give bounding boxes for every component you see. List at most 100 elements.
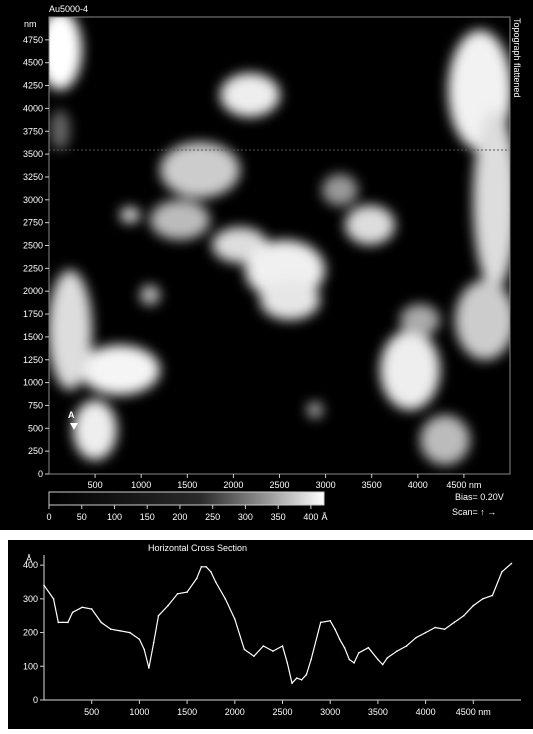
profile-points xyxy=(43,562,513,684)
topograph-feature xyxy=(160,142,240,198)
colorbar xyxy=(48,491,325,506)
profile-data-point xyxy=(200,566,203,568)
profile-data-point xyxy=(176,592,179,595)
profile-data-point xyxy=(334,628,336,630)
profile-data-point xyxy=(253,655,255,657)
profile-data-point xyxy=(381,663,384,666)
topograph-feature xyxy=(80,345,160,395)
profile-data-point xyxy=(205,566,207,568)
profile-data-point xyxy=(319,621,322,624)
profile-data-point xyxy=(310,658,312,661)
topograph-feature xyxy=(150,200,210,240)
y-tick-label: 0 xyxy=(38,469,43,479)
y-tick-label: 500 xyxy=(28,423,43,433)
profile-data-point xyxy=(224,598,227,600)
topograph-feature xyxy=(50,110,70,150)
y-tick-label: 3000 xyxy=(23,195,43,205)
y-tick-label: 1500 xyxy=(23,332,43,342)
profile-data-point xyxy=(491,594,494,597)
profile-data-point xyxy=(472,604,475,607)
side-label: Topograph flattened xyxy=(512,18,522,98)
profile-data-point xyxy=(167,604,169,607)
colorbar-tick-label: 150 xyxy=(140,512,155,522)
x-tick-label: 500 xyxy=(88,480,103,490)
profile-y-tick-label: 300 xyxy=(23,594,38,604)
x-tick-label: 2000 xyxy=(223,480,243,490)
colorbar-tick-label: 100 xyxy=(107,512,122,522)
profile-data-point xyxy=(300,678,303,681)
y-axis-ticks: 4750450042504000375035003250300027502500… xyxy=(23,35,49,479)
profile-data-point xyxy=(482,598,484,600)
profile-x-tick-label: 1000 xyxy=(129,707,149,717)
profile-x-tick-label: 1500 xyxy=(177,707,197,717)
y-tick-label: 750 xyxy=(28,400,43,410)
profile-data-point xyxy=(119,630,122,632)
profile-data-point xyxy=(214,581,217,583)
profile-data-point xyxy=(234,618,236,620)
profile-data-point xyxy=(281,645,284,647)
profile-data-point xyxy=(43,584,45,587)
y-tick-label: 250 xyxy=(28,446,43,456)
topograph-feature xyxy=(140,285,160,305)
cross-section-panel: Horizontal Cross Section Å 400 300 200 100 0… xyxy=(8,540,533,729)
y-tick-label: 2250 xyxy=(23,263,43,273)
profile-x-ticks: 500 1000 1500 2000 2500 3000 3500 4000 4500 nm xyxy=(84,700,491,717)
colorbar-tick-label: 400 xyxy=(303,512,318,522)
profile-y-tick-label: 400 xyxy=(23,560,38,570)
x-tick-label: 4500 nm xyxy=(446,480,481,490)
profile-data-point xyxy=(462,614,465,617)
profile-data-point xyxy=(453,621,456,624)
cross-section-chart: Horizontal Cross Section Å 4003002001000… xyxy=(23,543,521,717)
profile-data-point xyxy=(338,638,341,641)
y-tick-label: 4750 xyxy=(23,35,43,45)
profile-y-ticks: 400 300 200 100 0 xyxy=(23,560,44,705)
topograph-feature xyxy=(322,174,358,206)
x-tick-label: 3000 xyxy=(316,480,336,490)
colorbar-tick-label: 250 xyxy=(205,512,220,522)
topograph-feature xyxy=(380,330,440,410)
profile-data-point xyxy=(286,662,289,664)
y-tick-label: 2000 xyxy=(23,286,43,296)
profile-data-point xyxy=(109,628,112,630)
profile-data-point xyxy=(138,638,141,641)
profile-x-tick-label: 2500 xyxy=(272,707,292,717)
topograph-feature xyxy=(220,73,280,117)
colorbar-tick-label: 350 xyxy=(271,512,286,522)
profile-x-tick-label: 4000 xyxy=(416,707,436,717)
profile-data-point xyxy=(424,631,427,634)
profile-x-tick-label: 3000 xyxy=(320,707,340,717)
profile-data-point xyxy=(396,650,398,652)
y-tick-label: 1250 xyxy=(23,355,43,365)
topograph-feature xyxy=(120,207,140,223)
profile-data-point xyxy=(501,571,503,573)
profile-y-tick-label: 100 xyxy=(23,661,38,671)
colorbar-tick-label: 300 xyxy=(238,512,253,522)
x-tick-label: 4000 xyxy=(408,480,428,490)
y-tick-label: 2500 xyxy=(23,241,43,251)
bias-label: Bias= 0.20V xyxy=(455,492,504,502)
profile-x-tick-label: 4500 nm xyxy=(456,707,491,717)
colorbar-tick-label: 200 xyxy=(172,512,187,522)
profile-data-point xyxy=(243,648,246,651)
scan-label: Scan= ↑ → xyxy=(452,507,496,517)
profile-data-point xyxy=(377,658,379,661)
profile-data-point xyxy=(348,658,351,661)
topograph-feature xyxy=(473,110,510,290)
stm-image-panel: Au5000-4 Topograph flattened nm 4750 4500… xyxy=(0,0,533,530)
colorbar-ticks: 0 50 100 150 200 250 300 350 400 Å xyxy=(46,505,327,522)
y-tick-label: 3250 xyxy=(23,172,43,182)
profile-data-point xyxy=(195,577,198,580)
y-tick-label: 4500 xyxy=(23,58,43,68)
colorbar-tick-label: 50 xyxy=(77,512,87,522)
profile-data-point xyxy=(186,591,188,593)
profile-data-point xyxy=(296,677,298,679)
profile-title: Horizontal Cross Section xyxy=(148,543,247,553)
profile-data-point xyxy=(90,608,93,610)
profile-data-point xyxy=(367,646,370,649)
colorbar-unit: Å xyxy=(321,512,327,522)
profile-data-point xyxy=(129,631,131,634)
topograph-feature xyxy=(307,402,323,418)
image-title: Au5000-4 xyxy=(49,4,88,14)
x-tick-label: 1000 xyxy=(131,480,151,490)
profile-data-point xyxy=(291,682,293,684)
